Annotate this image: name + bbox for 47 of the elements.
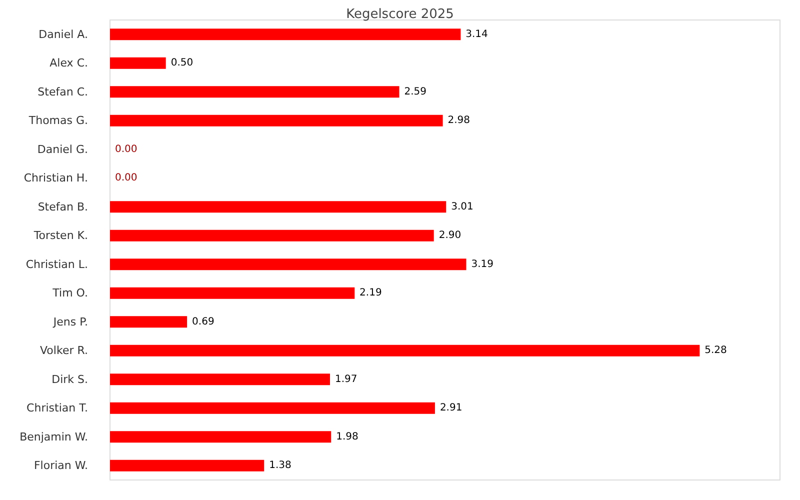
- bar: [110, 402, 435, 414]
- y-tick-label: Benjamin W.: [20, 430, 88, 444]
- bar: [110, 86, 400, 98]
- data-label: 3.19: [471, 258, 494, 270]
- y-tick-label: Daniel G.: [37, 142, 88, 156]
- bar: [110, 374, 330, 386]
- y-tick-label: Alex C.: [50, 56, 88, 70]
- data-label: 0.00: [115, 172, 138, 184]
- bar: [110, 201, 446, 213]
- data-label: 0.00: [115, 144, 138, 155]
- y-tick-label: Jens P.: [52, 315, 88, 328]
- data-label: 2.90: [438, 230, 462, 242]
- data-label: 2.19: [360, 288, 382, 299]
- chart-title: Kegelscore 2025: [346, 7, 454, 22]
- y-tick-label: Thomas G.: [28, 114, 88, 128]
- bar: [110, 287, 355, 299]
- data-label: 1.97: [334, 374, 358, 385]
- data-label: 1.38: [269, 460, 292, 472]
- data-label: 0.50: [170, 58, 194, 69]
- y-tick-label: Dirk S.: [52, 372, 88, 386]
- y-tick-label: Daniel A.: [38, 28, 88, 41]
- bar: [110, 230, 434, 242]
- y-tick-label: Stefan B.: [38, 200, 88, 214]
- y-tick-label: Volker R.: [40, 344, 88, 358]
- y-tick-label: Christian H.: [24, 172, 88, 185]
- data-label: 5.28: [704, 345, 727, 356]
- data-label: 3.14: [466, 28, 488, 40]
- bar: [110, 344, 700, 356]
- bar: [110, 28, 461, 40]
- y-tick-label: Christian T.: [26, 402, 88, 415]
- y-tick-label: Florian W.: [34, 459, 88, 472]
- bar: [110, 258, 466, 270]
- y-tick-label: Tim O.: [52, 286, 88, 300]
- data-label: 2.91: [440, 402, 462, 414]
- data-label: 2.98: [448, 115, 470, 126]
- data-label: 0.69: [192, 316, 214, 328]
- bar: [110, 57, 166, 69]
- y-tick-label: Torsten K.: [32, 229, 88, 242]
- bar: [110, 460, 264, 472]
- y-tick-label: Christian L.: [26, 258, 88, 271]
- data-label: 3.01: [451, 201, 474, 212]
- data-label: 2.59: [404, 86, 426, 98]
- bar: [110, 316, 188, 328]
- data-label: 1.98: [336, 431, 358, 442]
- bar: [110, 114, 443, 126]
- y-tick-label: Stefan C.: [38, 85, 88, 98]
- bar: [110, 431, 332, 443]
